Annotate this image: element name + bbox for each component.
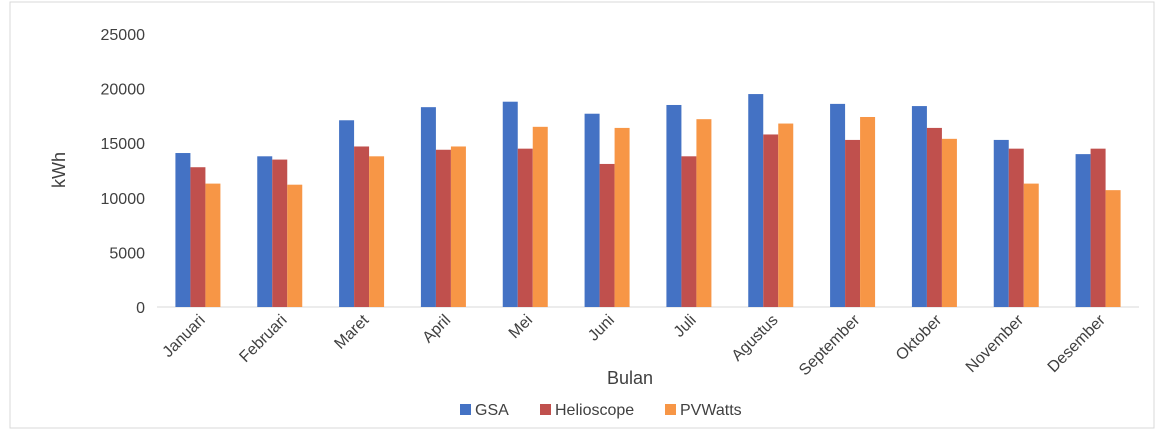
bar	[517, 148, 533, 307]
bar	[502, 101, 518, 307]
y-tick-label: 20000	[101, 82, 146, 99]
legend-label: PVWatts	[680, 402, 742, 419]
bar	[1090, 148, 1106, 307]
bar	[205, 183, 221, 307]
bar	[860, 116, 876, 307]
bar	[666, 104, 682, 307]
bar	[599, 163, 615, 307]
x-tick-label: November	[963, 311, 1028, 376]
bar	[763, 134, 779, 307]
legend-swatch	[665, 404, 676, 415]
legend-label: Helioscope	[555, 402, 634, 419]
bar	[272, 159, 288, 307]
bar	[175, 153, 191, 307]
bar	[1105, 190, 1121, 307]
bar	[941, 138, 957, 307]
bar	[450, 146, 466, 307]
legend-label: GSA	[475, 402, 509, 419]
y-tick-label: 5000	[109, 245, 145, 262]
y-tick-label: 15000	[101, 136, 146, 153]
y-tick-label: 0	[136, 300, 145, 317]
bar	[845, 139, 861, 307]
bar	[614, 127, 630, 307]
x-tick-label: April	[420, 312, 455, 347]
bar	[339, 120, 355, 307]
bar	[190, 167, 206, 307]
bar	[993, 139, 1009, 307]
bar	[354, 146, 370, 307]
x-axis-label: Bulan	[607, 368, 653, 388]
bar	[911, 106, 927, 308]
chart-frame	[9, 1, 1155, 429]
x-tick-label: Oktober	[893, 311, 946, 364]
y-tick-label: 25000	[101, 27, 146, 44]
bar	[420, 107, 436, 307]
y-axis-label: kWh	[49, 152, 69, 188]
bar	[830, 103, 846, 307]
x-tick-label: Agustus	[729, 312, 782, 365]
bar	[1075, 154, 1091, 307]
x-tick-label: Mei	[506, 312, 536, 342]
bar	[1023, 183, 1039, 307]
legend-swatch	[460, 404, 471, 415]
x-tick-label: September	[796, 311, 864, 379]
x-tick-label: Juli	[671, 312, 700, 341]
bar	[435, 149, 451, 307]
bar	[926, 127, 942, 307]
bar	[696, 119, 712, 308]
bar	[532, 126, 548, 307]
y-tick-label: 10000	[101, 191, 146, 208]
bar	[369, 156, 385, 307]
bar	[778, 123, 794, 307]
x-tick-label: Januari	[160, 312, 209, 361]
x-tick-label: Februari	[236, 312, 290, 366]
legend-swatch	[540, 404, 551, 415]
bar	[257, 156, 273, 307]
bar	[748, 94, 764, 307]
x-tick-label: Maret	[331, 311, 372, 352]
bar	[1008, 148, 1024, 307]
x-tick-label: Desember	[1045, 311, 1110, 376]
bar	[584, 113, 600, 307]
bar	[681, 156, 697, 307]
bar	[287, 184, 303, 307]
x-tick-label: Juni	[585, 312, 618, 345]
